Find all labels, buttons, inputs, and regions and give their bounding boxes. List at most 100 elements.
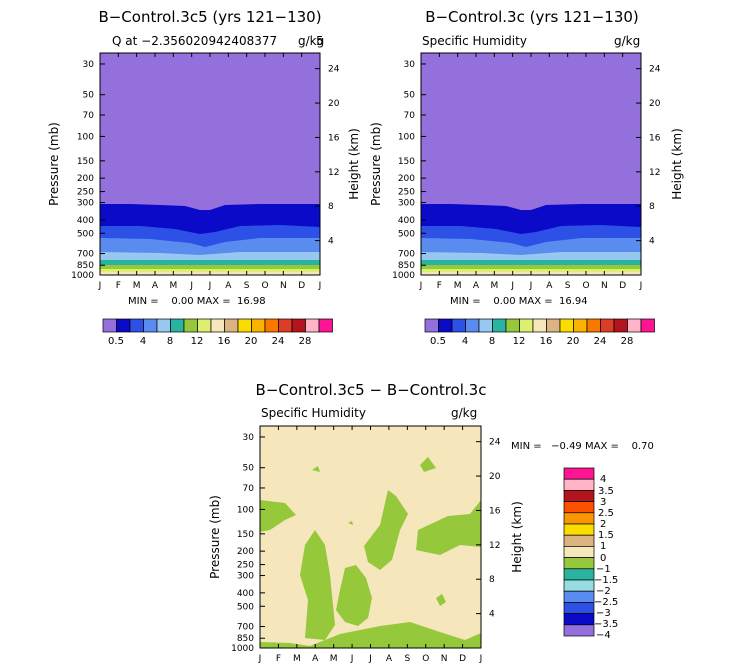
cbar-label: 4 <box>600 474 606 485</box>
panel-2: B−Control.3c (yrs 121−130) Specific Humi… <box>369 8 684 347</box>
colorbar-swatch <box>559 318 574 333</box>
cbar-label: 20 <box>567 336 580 347</box>
panel-3-ylabel: Pressure (mb) <box>208 495 222 579</box>
colorbar-swatch <box>563 501 595 514</box>
y-tick-label: 1000 <box>231 644 254 654</box>
colorbar-swatch <box>264 318 279 333</box>
panel-1-colorbar-labels: 0.5 4 8 12 16 20 24 28 <box>108 336 311 347</box>
y-tick-label: 150 <box>237 530 254 540</box>
y-tick-label: 1000 <box>71 271 94 281</box>
panel-1-ylabel-right: Height (km) <box>347 128 361 199</box>
panel-1-stats: MIN = 0.00 MAX = 16.98 <box>128 296 266 307</box>
y-tick-label: 200 <box>237 547 254 557</box>
cbar-label: 20 <box>245 336 258 347</box>
panel-2-colorbar <box>424 318 655 333</box>
colorbar-swatch <box>170 318 185 333</box>
colorbar-swatch <box>600 318 615 333</box>
colorbar-swatch <box>627 318 642 333</box>
panel-3-field <box>260 426 481 648</box>
x-tick-label: F <box>276 654 281 664</box>
x-tick-label: M <box>454 281 462 291</box>
cbar-label: 3.5 <box>598 486 614 497</box>
panel-2-subtitle-left: Specific Humidity <box>422 34 527 48</box>
x-tick-label: N <box>601 281 608 291</box>
diff-neg-blob <box>420 457 436 472</box>
panel-2-bands <box>421 53 641 275</box>
panel-2-title: B−Control.3c (yrs 121−130) <box>425 8 639 26</box>
colorbar-swatch <box>563 546 595 558</box>
x-tick-label: D <box>459 654 466 664</box>
cbar-label: 0.5 <box>108 336 124 347</box>
colorbar-swatch <box>563 523 595 536</box>
diff-neg-blob <box>300 530 335 640</box>
cbar-label: 8 <box>489 336 495 347</box>
right-tick-label: 24 <box>489 438 501 448</box>
x-tick-label: J <box>98 281 102 291</box>
y-tick-label: 700 <box>398 250 415 260</box>
x-tick-label: M <box>293 654 301 664</box>
panel-2-stats: MIN = 0.00 MAX = 16.94 <box>450 296 588 307</box>
y-tick-label: 70 <box>83 111 95 121</box>
colorbar-swatch <box>563 590 595 603</box>
x-tick-label: J <box>208 281 212 291</box>
colorbar-swatch <box>532 318 547 333</box>
cbar-label: 8 <box>167 336 173 347</box>
x-tick-label: J <box>529 281 533 291</box>
y-tick-label: 150 <box>77 157 94 167</box>
colorbar-swatch <box>424 318 439 333</box>
y-tick-label: 150 <box>398 157 415 167</box>
panel-2-colorbar-labels: 0.5 4 8 12 16 20 24 28 <box>430 336 633 347</box>
cbar-label: −3 <box>596 608 611 619</box>
right-tick-label: 4 <box>328 237 334 247</box>
right-tick-label: 16 <box>489 506 501 516</box>
cbar-label: 3 <box>600 497 606 508</box>
cbar-label: −1.5 <box>594 575 618 586</box>
x-tick-label: A <box>386 654 393 664</box>
y-tick-label: 400 <box>77 216 94 226</box>
right-tick-label: 20 <box>489 472 501 482</box>
y-tick-label: 500 <box>237 602 254 612</box>
x-tick-label: J <box>350 654 354 664</box>
colorbar-swatch <box>563 602 595 614</box>
y-tick-label: 100 <box>398 132 415 142</box>
right-tick-label: 4 <box>649 237 655 247</box>
colorbar-swatch <box>143 318 158 333</box>
panel-1-subtitle-extra: 5 <box>316 34 324 48</box>
right-tick-label: 8 <box>328 202 334 212</box>
colorbar-swatch <box>278 318 293 333</box>
y-tick-label: 300 <box>237 572 254 582</box>
x-tick-label: F <box>437 281 442 291</box>
diff-neg-blob <box>416 500 481 555</box>
colorbar-swatch <box>183 318 198 333</box>
x-tick-label: O <box>261 281 268 291</box>
diff-neg-blob <box>364 490 408 570</box>
x-tick-label: D <box>298 281 305 291</box>
x-tick-label: O <box>582 281 589 291</box>
diff-neg-blob <box>260 500 296 532</box>
colorbar-swatch <box>305 318 320 333</box>
colorbar-swatch <box>563 478 595 491</box>
x-tick-label: F <box>116 281 121 291</box>
panel-3-colorbar <box>563 467 595 637</box>
y-tick-label: 50 <box>83 91 95 101</box>
cbar-label: 12 <box>191 336 204 347</box>
y-tick-label: 300 <box>398 199 415 209</box>
colorbar-swatch <box>563 624 595 637</box>
x-tick-label: D <box>619 281 626 291</box>
x-tick-label: A <box>312 654 319 664</box>
cbar-label: 28 <box>621 336 634 347</box>
y-tick-label: 250 <box>77 188 94 198</box>
right-tick-label: 8 <box>489 575 495 585</box>
cbar-label: −2.5 <box>594 597 618 608</box>
cbar-label: 2.5 <box>598 508 614 519</box>
diff-neg-blob <box>336 565 372 626</box>
x-tick-label: N <box>441 654 448 664</box>
panel-2-subtitle-right: g/kg <box>614 34 640 48</box>
x-tick-label: J <box>258 654 262 664</box>
colorbar-swatch <box>129 318 144 333</box>
y-tick-label: 850 <box>77 261 94 271</box>
colorbar-swatch <box>563 467 595 480</box>
y-tick-label: 30 <box>83 60 95 70</box>
